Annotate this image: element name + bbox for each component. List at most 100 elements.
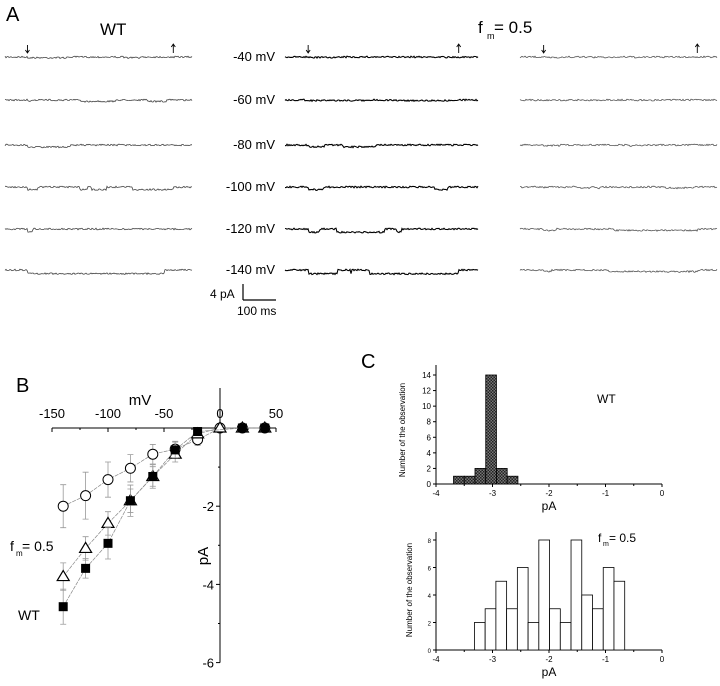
data-point-triangle <box>78 541 93 554</box>
panel-c-histograms: C -4 -3 -2 -1 0 0 2 4 6 8 10 12 14 pA Number of the ob… <box>361 351 665 679</box>
current-trace <box>520 185 718 190</box>
y-tick-label: 8 <box>427 418 432 427</box>
current-trace <box>5 185 193 192</box>
x-tick-label: -3 <box>489 489 497 498</box>
histogram-bar <box>602 567 615 651</box>
x-tick-label: -2 <box>545 655 553 664</box>
current-trace <box>284 143 479 149</box>
current-trace <box>284 98 479 103</box>
x-tick-label: -2 <box>545 489 553 498</box>
x-tick-label: -50 <box>155 406 174 421</box>
data-point-circle <box>124 462 136 474</box>
data-point-square <box>103 538 113 548</box>
y-tick-label: -4 <box>202 577 214 592</box>
x-tick-label: -3 <box>489 655 497 664</box>
y-tick-label: 4 <box>427 449 432 458</box>
voltage-step-on-arrow-icon <box>541 45 547 54</box>
x-tick-label: -100 <box>95 406 121 421</box>
x-tick-label: -1 <box>602 655 610 664</box>
wt-annotation: WT <box>18 607 40 623</box>
current-trace <box>284 268 479 276</box>
histogram-bar <box>506 475 519 485</box>
histogram-bar <box>485 374 497 485</box>
y-axis-label: Number of the observation <box>398 383 407 477</box>
histogram-bar <box>613 580 626 651</box>
data-point-triangle <box>56 569 71 582</box>
current-trace <box>519 143 718 147</box>
data-point-square <box>170 445 180 455</box>
fm-group-label-val: = 0.5 <box>494 18 532 37</box>
voltage-step-on-arrow-icon <box>305 45 311 54</box>
histogram-bar <box>495 580 508 651</box>
current-trace <box>4 268 193 276</box>
histogram-bar <box>581 594 593 651</box>
histogram-bar <box>506 608 518 651</box>
histogram-bar <box>496 468 508 485</box>
data-point-circle <box>147 448 159 460</box>
series-line <box>63 427 265 507</box>
fm-annotation-val: = 0.5 <box>22 538 54 554</box>
x-tick-label: -4 <box>432 489 440 498</box>
panel-b-label: B <box>16 375 29 397</box>
fm-annotation-f: f <box>10 538 14 554</box>
fm-group-label-sub: m <box>487 31 495 41</box>
data-point-square <box>237 423 247 433</box>
voltage-step-off-arrow-icon <box>456 43 462 53</box>
current-trace <box>285 185 479 191</box>
x-tick-label: 50 <box>269 406 283 421</box>
current-trace <box>284 227 479 234</box>
x-tick-label: -4 <box>432 655 440 664</box>
trace-group <box>4 43 718 276</box>
voltage-label: -100 mV <box>226 179 275 194</box>
data-point-square <box>81 563 91 573</box>
histogram-bar <box>538 539 550 651</box>
y-tick-label: 6 <box>427 433 432 442</box>
histogram-bar <box>527 622 540 651</box>
y-tick-label: 2 <box>427 464 432 473</box>
series-line <box>62 427 265 607</box>
histogram-bar <box>484 608 497 651</box>
y-tick-label: 2 <box>428 622 432 628</box>
scale-time-label: 100 ms <box>237 304 276 318</box>
y-tick-label: 10 <box>422 402 431 411</box>
voltage-label: -60 mV <box>233 92 275 107</box>
panel-c-label: C <box>361 351 375 373</box>
y-tick-label: 12 <box>422 387 431 396</box>
current-trace <box>4 98 193 103</box>
y-tick-label: 4 <box>428 594 432 600</box>
histogram-title-f: f <box>598 531 602 545</box>
voltage-step-off-arrow-icon <box>170 43 176 53</box>
wt-group-label: WT <box>100 20 126 39</box>
histogram-bar <box>570 539 583 651</box>
panel-a-label: A <box>6 4 20 26</box>
panel-a: A WT f m = 0.5 -40 mV -60 mV -80 mV -100 mV… <box>4 4 718 318</box>
x-tick-label: 0 <box>216 406 223 421</box>
x-tick-label: 0 <box>660 489 665 498</box>
current-trace <box>519 227 718 232</box>
histogram-bar <box>549 608 561 651</box>
y-tick-label: 0 <box>427 480 432 489</box>
y-tick-label: 6 <box>428 567 432 573</box>
histogram-title-sub: m <box>603 541 609 548</box>
histogram-bar <box>559 622 572 651</box>
voltage-label: -40 mV <box>233 49 275 64</box>
data-point-square <box>58 602 68 612</box>
data-point-circle <box>102 474 114 486</box>
current-trace <box>519 268 718 274</box>
data-point-square <box>148 471 158 481</box>
y-axis-label: Number of the observation <box>405 543 414 637</box>
x-axis-label: pA <box>542 499 557 513</box>
y-tick-label: -6 <box>202 656 214 671</box>
y-axis-label: pA <box>195 547 212 565</box>
voltage-label: -140 mV <box>226 262 275 277</box>
y-tick-label: -2 <box>202 499 214 514</box>
fm-group-label-f: f <box>478 18 483 37</box>
histogram-bar <box>463 475 476 485</box>
histogram-bar <box>474 468 487 485</box>
x-tick-label: 0 <box>660 655 665 664</box>
histogram-bar <box>592 608 604 651</box>
histogram-bar <box>453 475 465 485</box>
current-trace <box>4 227 193 233</box>
y-tick-label: 8 <box>428 539 432 545</box>
